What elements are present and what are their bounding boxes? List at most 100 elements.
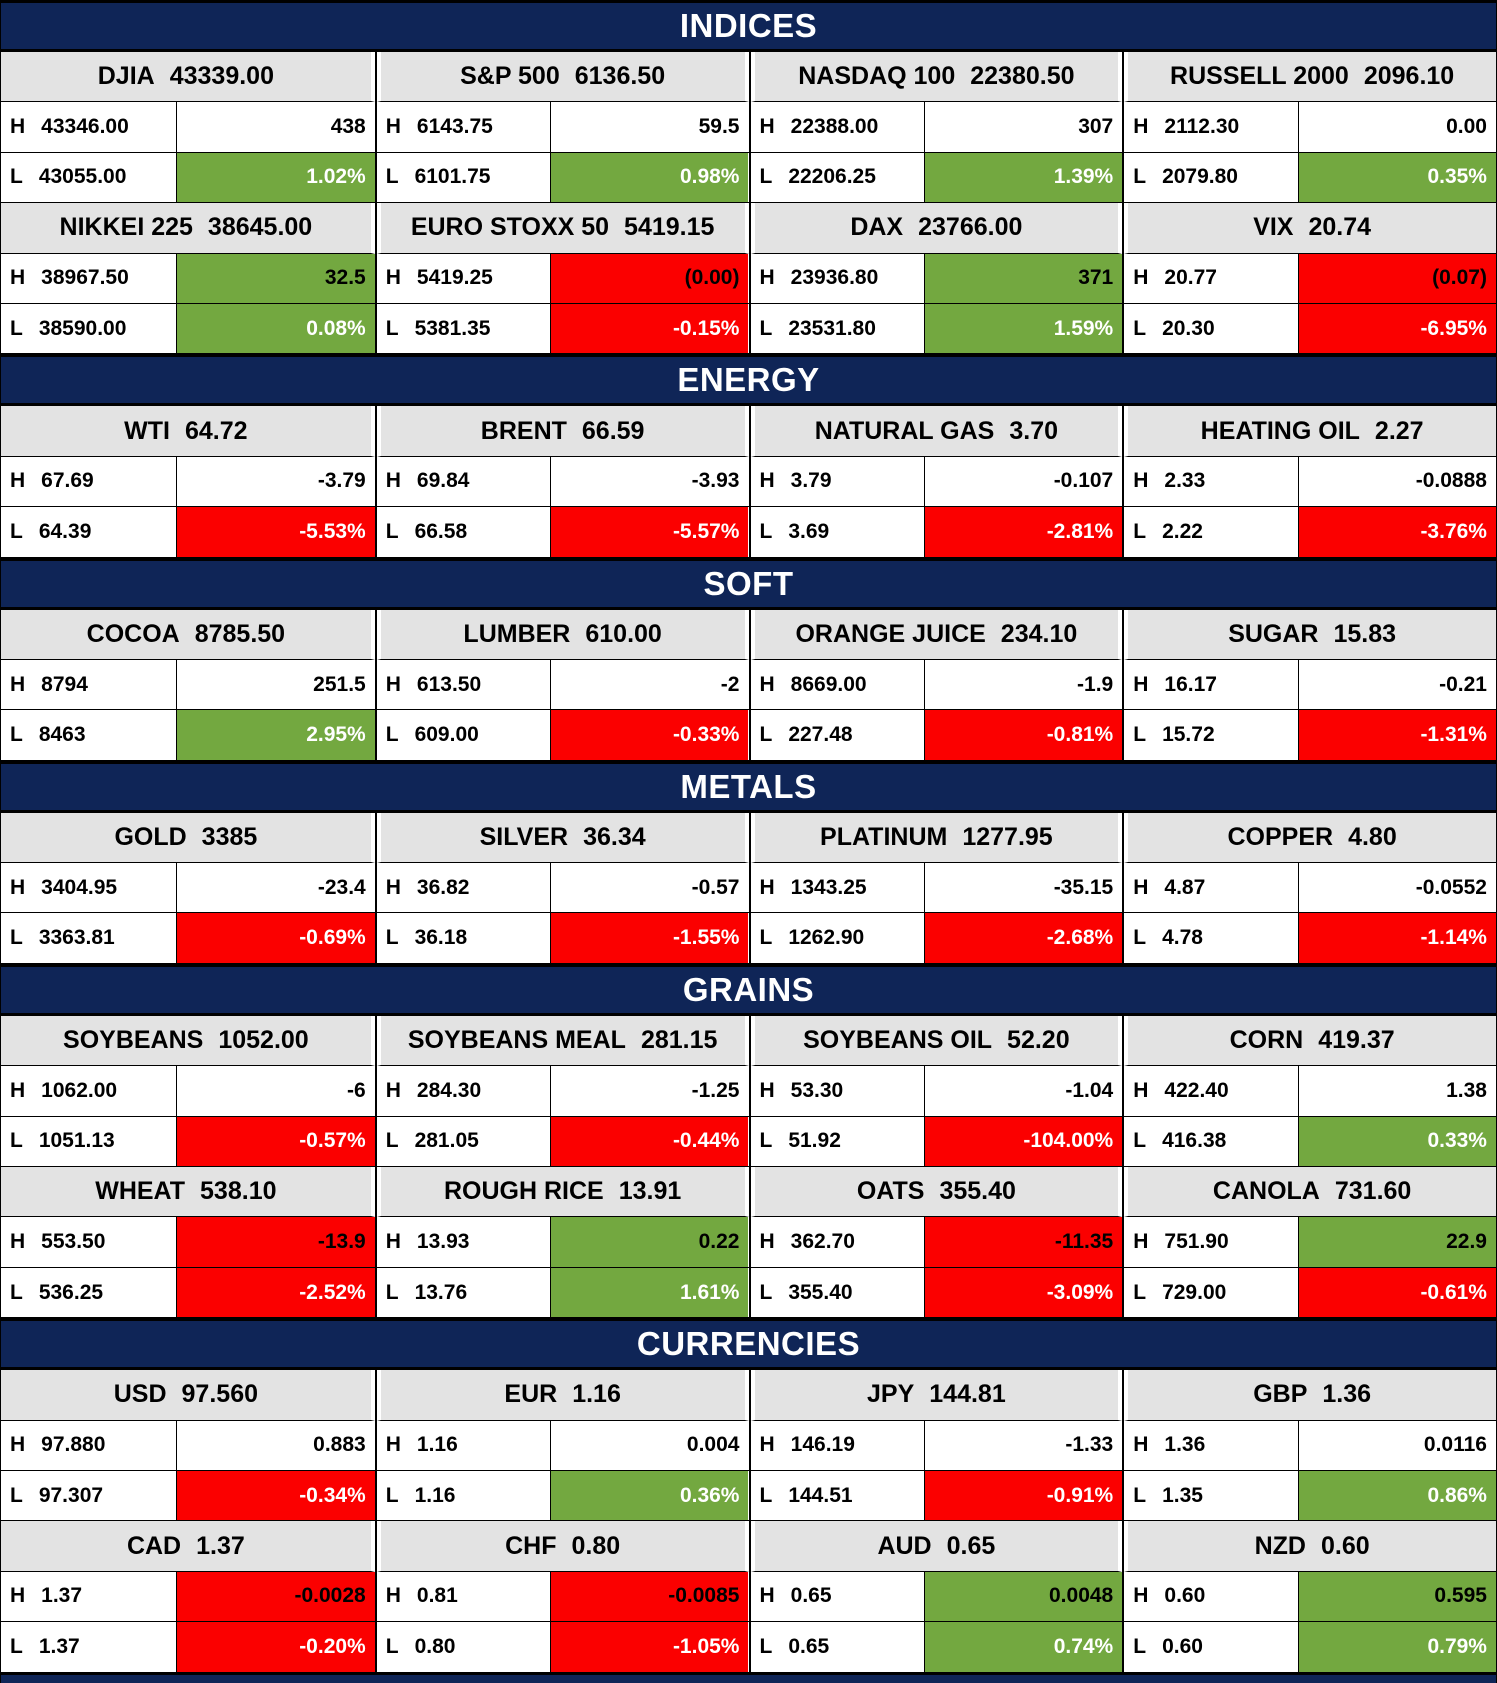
low-cell: L 3.69 bbox=[750, 507, 926, 557]
high-change-value: -2 bbox=[551, 659, 749, 710]
low-cell: L 0.65 bbox=[750, 1622, 926, 1672]
low-row: L 144.51 -0.91% bbox=[750, 1470, 1123, 1522]
low-label: L bbox=[10, 165, 23, 189]
low-cell: L 4.78 bbox=[1124, 913, 1299, 963]
instrument-price: 0.60 bbox=[1320, 1531, 1370, 1560]
low-cell: L 0.80 bbox=[376, 1622, 552, 1672]
low-cell: L 20.30 bbox=[1124, 303, 1299, 354]
high-value: 1343.25 bbox=[790, 875, 867, 899]
instrument-price: 22380.50 bbox=[970, 62, 1075, 91]
instrument-header: PLATINUM 1277.95 bbox=[750, 812, 1123, 864]
high-label: H bbox=[759, 469, 775, 493]
high-row: H 0.60 0.595 bbox=[1124, 1571, 1496, 1623]
high-label: H bbox=[385, 672, 401, 696]
low-value: 1051.13 bbox=[38, 1129, 115, 1153]
low-change-percent: -3.76% bbox=[1298, 507, 1496, 557]
section-header-grains: GRAINS bbox=[1, 963, 1496, 1016]
low-value: 0.80 bbox=[414, 1634, 456, 1658]
low-change-percent: 0.33% bbox=[1298, 1116, 1496, 1167]
instrument-price: 36.34 bbox=[583, 822, 646, 851]
high-row: H 69.84 -3.93 bbox=[376, 456, 749, 508]
low-row: L 0.65 0.74% bbox=[750, 1622, 1123, 1673]
low-cell: L 2.22 bbox=[1124, 507, 1299, 557]
high-change-value: 1.38 bbox=[1298, 1066, 1496, 1116]
instrument-nasdaq-100: NASDAQ 100 22380.50 H 22388.00 307 L 22206.25 1… bbox=[748, 52, 1123, 204]
low-label: L bbox=[385, 1483, 399, 1507]
high-row: H 22388.00 307 bbox=[750, 102, 1123, 153]
instrument-euro-stoxx-50: EURO STOXX 50 5419.15 H 5419.25 (0.00) L 5381.… bbox=[374, 203, 749, 355]
high-row: H 6143.75 59.5 bbox=[376, 102, 749, 153]
instrument-name: EUR bbox=[504, 1380, 558, 1409]
high-label: H bbox=[10, 469, 26, 493]
high-value: 751.90 bbox=[1164, 1230, 1229, 1254]
instrument-header: NZD 0.60 bbox=[1124, 1521, 1496, 1572]
high-cell: H 1.37 bbox=[1, 1571, 177, 1622]
low-label: L bbox=[759, 1280, 773, 1304]
high-cell: H 38967.50 bbox=[1, 253, 177, 303]
instrument-name: ROUGH RICE bbox=[443, 1177, 604, 1206]
low-value: 6101.75 bbox=[414, 165, 491, 189]
low-label: L bbox=[10, 926, 23, 950]
high-row: H 1343.25 -35.15 bbox=[750, 863, 1123, 914]
instrument-canola: CANOLA 731.60 H 751.90 22.9 L 729.00 -0.61% bbox=[1122, 1167, 1496, 1319]
instrument-header: ROUGH RICE 13.91 bbox=[376, 1167, 749, 1218]
instrument-name: SOYBEANS bbox=[63, 1026, 204, 1055]
high-change-value: -0.107 bbox=[925, 456, 1123, 507]
high-cell: H 6143.75 bbox=[376, 102, 552, 152]
high-cell: H 4.87 bbox=[1124, 863, 1299, 913]
instrument-name: AUD bbox=[877, 1531, 932, 1560]
high-value: 146.19 bbox=[790, 1433, 855, 1457]
high-change-value: 307 bbox=[925, 102, 1123, 152]
high-row: H 1.36 0.0116 bbox=[1124, 1420, 1496, 1471]
low-change-percent: -0.33% bbox=[551, 710, 749, 760]
high-change-value: -0.0552 bbox=[1298, 863, 1496, 913]
low-label: L bbox=[1133, 722, 1147, 746]
instrument-usd: USD 97.560 H 97.880 0.883 L 97.307 -0.34% bbox=[1, 1370, 375, 1522]
low-change-percent: 1.61% bbox=[551, 1267, 749, 1318]
low-value: 51.92 bbox=[788, 1129, 841, 1153]
low-change-percent: -0.44% bbox=[551, 1116, 749, 1167]
low-row: L 227.48 -0.81% bbox=[750, 710, 1123, 761]
instrument-header: EURO STOXX 50 5419.15 bbox=[376, 203, 749, 254]
high-value: 8669.00 bbox=[790, 672, 867, 696]
high-value: 1.37 bbox=[41, 1584, 83, 1608]
low-value: 281.05 bbox=[414, 1129, 479, 1153]
instrument-header: USD 97.560 bbox=[1, 1370, 375, 1421]
high-label: H bbox=[385, 266, 401, 290]
low-change-percent: 1.02% bbox=[176, 152, 375, 203]
high-cell: H 362.70 bbox=[750, 1217, 926, 1267]
instrument-soybeans-meal: SOYBEANS MEAL 281.15 H 284.30 -1.25 L 281.05 -0… bbox=[374, 1015, 749, 1168]
low-value: 0.65 bbox=[788, 1634, 830, 1658]
instrument-header: GBP 1.36 bbox=[1124, 1370, 1496, 1421]
low-cell: L 1262.90 bbox=[750, 913, 926, 963]
low-label: L bbox=[1133, 165, 1147, 189]
high-row: H 613.50 -2 bbox=[376, 659, 749, 711]
low-change-percent: -0.91% bbox=[925, 1470, 1123, 1521]
low-row: L 22206.25 1.39% bbox=[750, 152, 1123, 204]
high-change-value: -0.0085 bbox=[551, 1571, 749, 1622]
bottom-border-strip bbox=[1, 1672, 1496, 1683]
instrument-sugar: SUGAR 15.83 H 16.17 -0.21 L 15.72 -1.31% bbox=[1122, 609, 1496, 761]
high-value: 22388.00 bbox=[790, 115, 879, 139]
high-cell: H 613.50 bbox=[376, 659, 552, 710]
instrument-silver: SILVER 36.34 H 36.82 -0.57 L 36.18 -1.55% bbox=[374, 812, 749, 964]
instrument-name: COCOA bbox=[86, 619, 180, 648]
low-value: 36.18 bbox=[414, 926, 468, 950]
high-row: H 0.65 0.0048 bbox=[750, 1571, 1123, 1623]
low-change-percent: -0.15% bbox=[551, 303, 749, 354]
instrument-cocoa: COCOA 8785.50 H 8794 251.5 L 8463 2.95% bbox=[1, 609, 375, 761]
high-cell: H 16.17 bbox=[1124, 659, 1299, 710]
low-cell: L 15.72 bbox=[1124, 710, 1299, 760]
low-row: L 43055.00 1.02% bbox=[1, 152, 375, 204]
instrument-nikkei-225: NIKKEI 225 38645.00 H 38967.50 32.5 L 38590.00… bbox=[1, 203, 375, 355]
low-label: L bbox=[759, 926, 773, 950]
high-change-value: 0.883 bbox=[176, 1420, 375, 1470]
low-value: 3.69 bbox=[788, 519, 830, 543]
high-cell: H 8794 bbox=[1, 659, 177, 710]
instrument-name: JPY bbox=[867, 1380, 915, 1409]
high-value: 1.16 bbox=[416, 1433, 458, 1457]
low-change-percent: -5.53% bbox=[176, 507, 375, 557]
instrument-header: CORN 419.37 bbox=[1124, 1015, 1496, 1067]
low-value: 4.78 bbox=[1162, 926, 1203, 950]
high-value: 613.50 bbox=[416, 672, 482, 696]
